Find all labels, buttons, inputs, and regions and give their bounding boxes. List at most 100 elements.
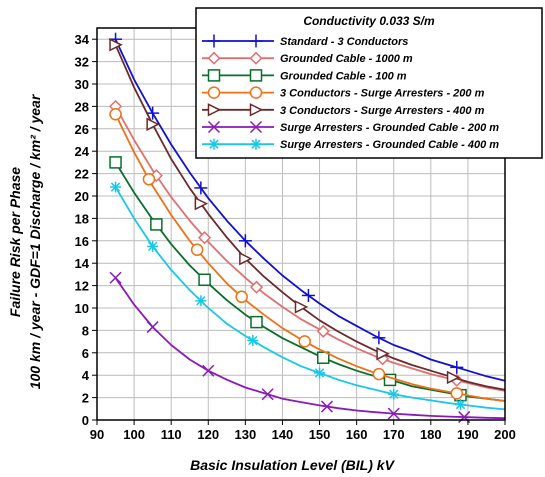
series-1 (109, 32, 506, 382)
series-line (114, 44, 506, 391)
series-4 (109, 107, 506, 402)
x-tick-label: 90 (90, 427, 104, 442)
legend-label: 3 Conductors - Surge Arresters - 200 m (280, 88, 485, 100)
y-tick-label: 8 (82, 323, 89, 338)
data-point (446, 370, 461, 385)
data-point (301, 288, 315, 302)
data-point (142, 172, 156, 186)
y-tick-label: 12 (75, 279, 89, 294)
x-tick-label: 140 (272, 427, 294, 442)
y-axis-title-line2: 100 km / year - GDF=1 Discharge / km² / … (27, 93, 43, 389)
y-tick-label: 4 (82, 368, 90, 383)
series-6 (109, 271, 506, 424)
series-7 (110, 181, 506, 411)
series-line (114, 38, 506, 382)
y-tick-label: 20 (75, 189, 89, 204)
series-line (114, 277, 506, 420)
series-line (114, 186, 506, 411)
legend-label: 3 Conductors - Surge Arresters - 400 m (280, 105, 485, 117)
y-tick-label: 22 (75, 167, 89, 182)
legend-item: Surge Arresters - Grounded Cable - 400 m (202, 138, 499, 151)
x-tick-label: 180 (420, 427, 442, 442)
data-point (294, 300, 309, 314)
data-point (372, 367, 386, 381)
data-point (150, 218, 163, 231)
data-point (195, 295, 207, 307)
data-point (190, 243, 204, 257)
series-line (114, 105, 506, 392)
x-tick-label: 100 (123, 427, 145, 442)
legend-swatch-marker (249, 69, 263, 82)
data-point (110, 181, 122, 193)
data-point (388, 388, 400, 400)
data-point (109, 107, 122, 121)
series-layer (108, 32, 506, 424)
y-tick-label: 14 (75, 256, 90, 271)
data-point (146, 117, 160, 132)
data-point (109, 156, 122, 169)
data-point (235, 290, 248, 304)
data-point (454, 399, 466, 411)
data-point (146, 106, 160, 120)
legend-item: 3 Conductors - Surge Arresters - 200 m (202, 86, 485, 100)
data-point (320, 400, 333, 413)
data-point (147, 240, 159, 252)
data-point (316, 324, 330, 338)
legend-item: Grounded Cable - 100 m (202, 69, 407, 82)
series-line (114, 161, 506, 402)
legend-label: Surge Arresters - Grounded Cable - 200 m (280, 122, 499, 134)
legend-swatch-marker (249, 120, 263, 134)
data-point (317, 351, 330, 364)
data-point (198, 231, 212, 245)
legend-swatch-marker (250, 138, 262, 150)
data-point (109, 271, 122, 284)
data-point (198, 273, 211, 287)
legend-swatch-marker (249, 34, 263, 48)
data-point (109, 38, 123, 52)
legend-swatch-marker (208, 138, 220, 150)
data-point (376, 346, 390, 361)
ticks-layer: 90 100 110 120 130 140 150 160 170 180 190 20002468… (75, 32, 516, 442)
data-point (314, 367, 326, 379)
data-point (372, 331, 386, 345)
data-point (194, 196, 209, 211)
data-point (298, 335, 311, 348)
data-point (450, 387, 464, 400)
legend-swatch-marker (207, 51, 221, 65)
y-tick-label: 0 (82, 413, 89, 428)
series-5 (109, 38, 506, 391)
legend-label: Surge Arresters - Grounded Cable - 400 m (280, 139, 499, 151)
x-axis-title: Basic Insulation Level (BIL) kV (190, 457, 395, 473)
y-tick-label: 16 (75, 234, 89, 249)
legend-swatch-marker (207, 86, 221, 99)
y-tick-label: 28 (75, 99, 89, 114)
x-tick-label: 120 (197, 427, 219, 442)
y-axis-title-line1: Failure Risk per Phase (7, 167, 23, 317)
legend-label: Standard - 3 Conductors (280, 36, 408, 48)
data-point (261, 388, 274, 401)
x-tick-label: 190 (457, 427, 479, 442)
legend-swatch-marker (249, 51, 263, 65)
legend-swatch-marker (249, 103, 264, 117)
x-tick-label: 110 (161, 427, 182, 442)
y-tick-label: 6 (82, 346, 89, 361)
legend-swatch-marker (207, 120, 221, 134)
data-point (202, 364, 215, 377)
y-tick-label: 18 (75, 211, 89, 226)
legend-title: Conductivity 0.033 S/m (303, 14, 435, 28)
data-point (387, 407, 400, 420)
y-tick-label: 34 (75, 32, 90, 47)
legend-item: Grounded Cable - 1000 m (202, 51, 413, 65)
legend-swatch-marker (249, 86, 263, 99)
data-point (450, 360, 464, 374)
series-line (114, 113, 506, 402)
y-tick-label: 30 (75, 77, 89, 92)
legend-swatch-marker (207, 34, 221, 48)
data-point (250, 315, 263, 329)
data-point (194, 181, 208, 195)
legend-item: Surge Arresters - Grounded Cable - 200 m (202, 120, 499, 134)
legend-box (195, 7, 543, 159)
data-point (146, 321, 159, 334)
y-tick-label: 26 (75, 122, 89, 137)
